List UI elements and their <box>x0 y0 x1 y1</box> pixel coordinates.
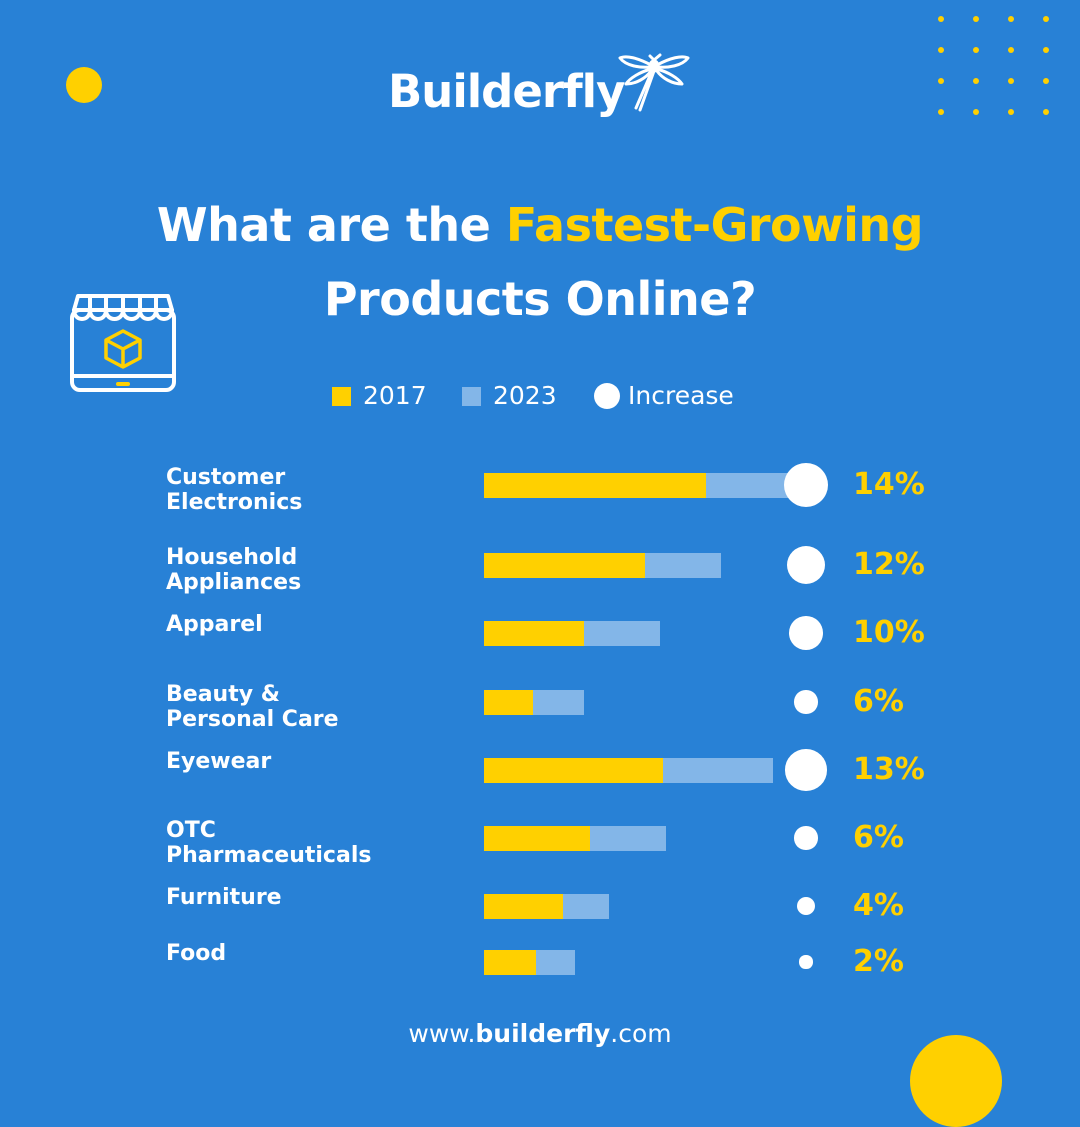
category-label-line: Personal Care <box>166 707 339 732</box>
legend-label-2023: 2023 <box>493 381 557 410</box>
category-label: OTC Pharmaceuticals <box>166 818 371 868</box>
bar-2023 <box>532 690 585 715</box>
bar-2023 <box>645 553 722 578</box>
increase-marker <box>785 749 827 791</box>
dragonfly-icon <box>618 53 690 112</box>
legend-label-increase: Increase <box>628 381 734 410</box>
category-label: Apparel <box>166 612 263 637</box>
increase-label: 6% <box>853 684 904 719</box>
category-label-line: Appliances <box>166 570 302 595</box>
footer-url-domain: builderfly <box>475 1019 611 1048</box>
increase-label: 6% <box>853 820 904 855</box>
category-label-line: Electronics <box>166 490 303 515</box>
increase-label: 14% <box>853 467 925 502</box>
legend-circle-increase <box>594 383 620 409</box>
footer-url-prefix: www. <box>408 1019 476 1048</box>
bar-2017 <box>484 473 706 498</box>
increase-marker <box>799 955 813 969</box>
category-label-line: Household <box>166 545 298 570</box>
bar-2023 <box>535 950 576 975</box>
bar-2023 <box>663 758 773 783</box>
increase-marker <box>794 690 818 714</box>
logo-text: Builderfly <box>388 65 625 118</box>
bar-2017 <box>484 553 646 578</box>
category-label-line: Apparel <box>166 612 263 637</box>
title-line2: Products Online? <box>323 272 757 326</box>
increase-label: 4% <box>853 888 904 923</box>
category-label: Customer Electronics <box>166 465 302 515</box>
bar-2023 <box>590 826 667 851</box>
category-label-line: Eyewear <box>166 749 272 774</box>
title-highlight: Fastest-Growing <box>505 198 924 252</box>
footer-url: www.builderfly.com <box>0 1016 1080 1052</box>
brand-logo: Builderfly <box>0 53 1080 134</box>
bar-2023 <box>563 894 609 919</box>
bar-2017 <box>484 758 664 783</box>
increase-marker <box>786 545 826 585</box>
increase-label: 10% <box>853 615 925 650</box>
decor-dot-grid <box>938 16 1062 120</box>
legend-label-2017: 2017 <box>363 381 427 410</box>
bar-2017 <box>484 950 536 975</box>
legend-swatch-2017 <box>332 387 351 406</box>
category-label: Beauty & Personal Care <box>166 682 339 732</box>
category-label: Furniture <box>166 885 282 910</box>
category-label-line: Beauty & <box>166 682 280 707</box>
category-label-line: Furniture <box>166 885 282 910</box>
online-store-icon <box>70 294 176 392</box>
bar-2023 <box>705 473 798 498</box>
category-label-line: Customer <box>166 465 286 490</box>
increase-label: 12% <box>853 547 925 582</box>
legend-swatch-2023 <box>462 387 481 406</box>
category-label-line: Pharmaceuticals <box>166 843 372 868</box>
increase-marker <box>794 826 818 850</box>
category-label: Food <box>166 941 226 966</box>
footer-url-suffix: .com <box>610 1019 672 1048</box>
bar-2017 <box>484 894 564 919</box>
decor-yellow-circle <box>66 67 102 103</box>
category-label: Eyewear <box>166 749 271 774</box>
bar-2017 <box>484 826 591 851</box>
increase-marker <box>796 896 816 916</box>
increase-label: 2% <box>853 944 904 979</box>
category-label-line: OTC <box>166 818 216 843</box>
bar-2017 <box>484 690 533 715</box>
category-label-line: Food <box>166 941 227 966</box>
increase-label: 13% <box>853 752 925 787</box>
bar-2023 <box>584 621 661 646</box>
bar-chart: Customer Electronics 14% Household Appliance… <box>166 463 925 979</box>
increase-marker <box>789 616 823 650</box>
category-label: Household Appliances <box>166 545 301 595</box>
increase-marker <box>784 463 828 507</box>
page-title: What are the Fastest-Growing Products On… <box>0 188 1080 336</box>
title-prefix: What are the <box>156 198 506 252</box>
bar-2017 <box>484 621 585 646</box>
